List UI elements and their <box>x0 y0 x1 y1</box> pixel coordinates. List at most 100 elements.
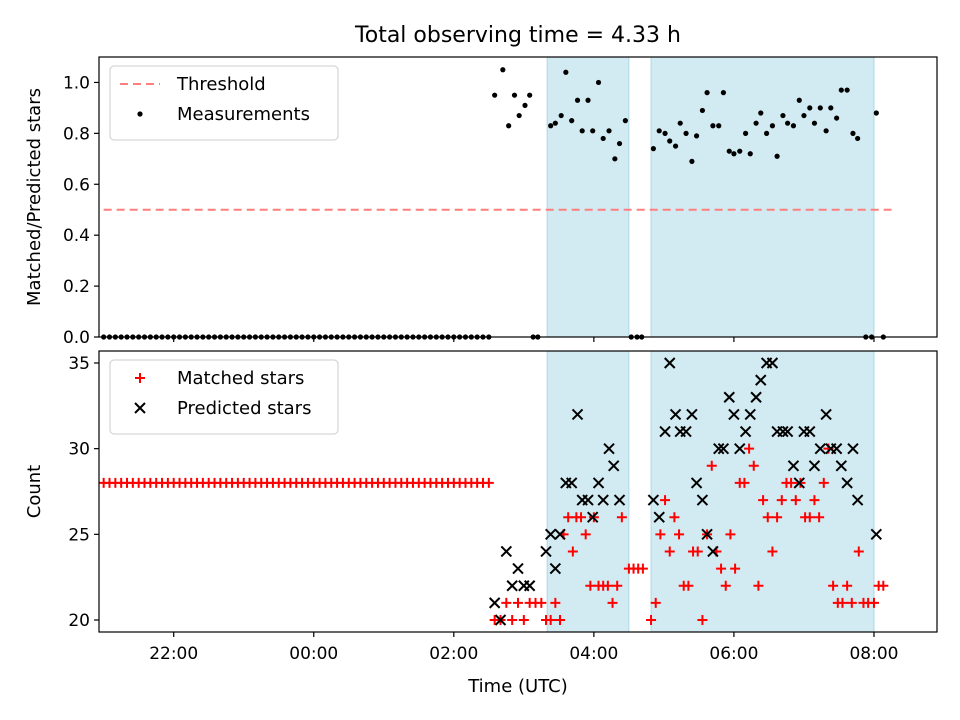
data-point <box>704 90 710 96</box>
data-point <box>494 614 507 626</box>
data-point <box>545 615 556 626</box>
data-point <box>720 90 727 96</box>
y-tick-label: 30 <box>68 440 90 460</box>
legend-label: Matched stars <box>177 368 304 389</box>
data-point <box>647 494 660 506</box>
data-point <box>579 128 585 134</box>
data-point <box>672 143 679 149</box>
data-point <box>612 156 618 162</box>
data-point <box>549 562 562 575</box>
data-point <box>716 563 727 574</box>
data-point <box>613 494 626 506</box>
y-tick-label: 20 <box>68 611 90 631</box>
data-point <box>713 442 725 455</box>
data-point <box>717 442 730 455</box>
data-point <box>878 580 889 591</box>
legend-label: Predicted stars <box>177 398 311 419</box>
data-point <box>501 597 512 608</box>
data-point <box>555 615 566 626</box>
data-point <box>554 528 566 541</box>
data-point <box>873 110 879 116</box>
data-point <box>855 135 861 142</box>
y-tick-label: 25 <box>68 525 90 545</box>
data-point <box>667 138 673 144</box>
data-point <box>808 460 821 472</box>
data-point <box>817 105 823 111</box>
data-point <box>660 495 671 506</box>
data-point <box>844 87 850 93</box>
data-point <box>823 128 829 134</box>
data-point <box>766 357 779 369</box>
data-point <box>683 580 694 591</box>
data-point <box>750 391 762 403</box>
data-point <box>744 443 755 454</box>
data-point <box>612 580 623 591</box>
y-tick-label: 35 <box>68 354 90 374</box>
data-point <box>851 494 864 506</box>
y-tick-label: 0.6 <box>63 175 90 195</box>
data-point <box>603 442 615 455</box>
data-point <box>699 107 706 114</box>
data-point <box>536 597 547 608</box>
data-point <box>758 110 764 116</box>
legend-dot-swatch <box>137 111 143 117</box>
data-point <box>850 130 856 136</box>
data-point <box>659 425 671 438</box>
data-point <box>720 580 731 591</box>
data-point <box>835 460 848 472</box>
data-point <box>728 408 740 421</box>
data-point <box>669 408 682 421</box>
legend-plus-swatch <box>135 373 145 383</box>
data-point <box>804 425 816 438</box>
data-point <box>772 512 783 523</box>
data-point <box>574 97 581 103</box>
legend-x-swatch <box>134 402 146 414</box>
legend-label: Threshold <box>176 74 266 95</box>
data-point <box>540 545 552 558</box>
data-point <box>518 615 529 626</box>
x-tick-label: 22:00 <box>149 644 198 664</box>
data-point <box>785 120 791 126</box>
data-point <box>730 563 741 574</box>
data-point <box>820 408 832 421</box>
data-point <box>548 123 554 129</box>
data-point <box>492 92 498 98</box>
data-point <box>838 87 844 93</box>
data-point <box>716 123 722 129</box>
data-point <box>637 563 648 574</box>
data-point <box>586 511 599 523</box>
data-point <box>646 615 657 626</box>
data-point <box>814 442 826 455</box>
data-point <box>544 528 557 541</box>
data-point <box>664 546 675 557</box>
data-point <box>513 597 523 608</box>
data-point <box>828 580 839 591</box>
data-point <box>650 597 661 608</box>
data-point <box>767 546 778 557</box>
data-point <box>550 597 561 608</box>
y-tick-label: 0.0 <box>63 328 90 348</box>
data-point <box>781 425 794 438</box>
data-point <box>483 477 494 488</box>
x-tick-label: 04:00 <box>569 644 618 664</box>
data-point <box>674 529 685 540</box>
data-point <box>677 120 683 126</box>
data-point <box>500 545 513 558</box>
data-point <box>744 408 756 421</box>
data-point <box>488 597 501 609</box>
series-matched-stars <box>98 443 889 626</box>
y-tick-label: 1.0 <box>63 73 90 93</box>
data-point <box>616 512 627 523</box>
data-point <box>506 123 512 129</box>
data-point <box>686 408 698 421</box>
legend-label: Measurements <box>177 104 310 125</box>
data-point <box>842 580 853 591</box>
data-point <box>689 158 695 164</box>
data-point <box>576 512 587 523</box>
data-point <box>653 511 665 523</box>
data-point <box>828 105 834 111</box>
data-point <box>590 128 596 134</box>
data-point <box>780 112 786 119</box>
series-measurements <box>101 67 886 340</box>
data-point <box>707 545 719 558</box>
